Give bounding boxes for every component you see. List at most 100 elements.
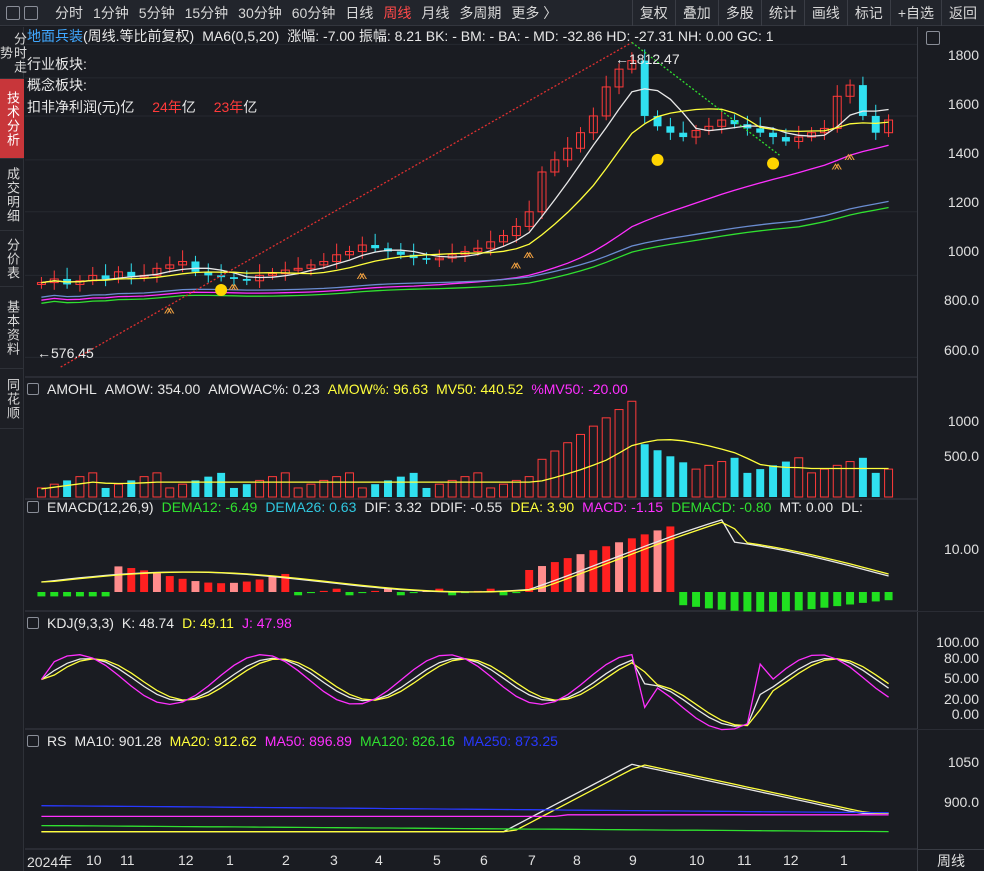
settings-icon[interactable]: [926, 31, 940, 45]
tab-9[interactable]: 多周期: [459, 5, 502, 21]
amo-bar-up: [473, 472, 483, 498]
tab-5[interactable]: 60分钟: [291, 5, 336, 21]
candle-down: [769, 132, 778, 138]
sidebar-item-3[interactable]: 分价表: [0, 231, 24, 287]
amo-y-tick: 500.0: [943, 448, 979, 464]
candle-down: [730, 120, 739, 125]
macd-bar: [486, 588, 495, 592]
candle-up: [627, 60, 637, 70]
ma120-line: [41, 200, 889, 298]
candle-up: [807, 132, 817, 138]
macd-bar: [550, 562, 559, 592]
tab-1[interactable]: 1分钟: [93, 5, 129, 21]
amo-bar-up: [807, 472, 817, 498]
panel-toggle-icon[interactable]: [27, 501, 39, 513]
sidebar-item-1[interactable]: 技术分析: [0, 79, 24, 159]
layout-icon[interactable]: [24, 6, 38, 20]
candle-up: [588, 115, 598, 134]
x-axis-label: 2024年: [27, 854, 73, 870]
amo-bar-up: [819, 468, 829, 498]
x-axis-label: 9: [629, 852, 637, 868]
minimize-icon[interactable]: [6, 6, 20, 20]
macd-legend: EMACD(12,26,9) DEMA12: -6.49 DEMA26: 0.6…: [27, 498, 863, 516]
toolbar-button-2[interactable]: 多股: [717, 0, 761, 26]
amow-value: AMOW: 354.00: [104, 381, 201, 397]
main-y-tick: 1400: [947, 145, 979, 161]
amo-bar-up: [344, 472, 354, 498]
macd-bar: [281, 573, 290, 592]
tab-4[interactable]: 30分钟: [238, 5, 282, 21]
toolbar-button-6[interactable]: +自选: [889, 0, 941, 26]
amo-bar-up: [601, 417, 611, 498]
toolbar-button-1[interactable]: 叠加: [674, 0, 718, 26]
rs-y-tick: 900.0: [943, 794, 979, 810]
macd-bar: [101, 592, 110, 597]
x-axis-label: 11: [737, 852, 752, 868]
tab-10[interactable]: 更多 〉: [511, 5, 558, 21]
tab-2[interactable]: 5分钟: [138, 5, 175, 21]
signal-marker: ⩕: [510, 256, 521, 272]
amo-bar-up: [486, 487, 496, 498]
toolbar-button-0[interactable]: 复权: [631, 0, 675, 26]
ma-indicator-label[interactable]: MA6(0,5,20): [202, 28, 280, 44]
amo-bar-up: [460, 476, 470, 498]
tab-7[interactable]: 周线: [383, 5, 412, 21]
kdj-d-line: [41, 658, 889, 727]
macd-name[interactable]: EMACD(12,26,9): [47, 499, 154, 515]
candle-up: [267, 273, 277, 276]
candle-down: [396, 251, 405, 255]
amo-bar-up: [627, 400, 637, 498]
toolbar-button-7[interactable]: 返回: [941, 0, 984, 26]
rs-y-axis: [917, 730, 984, 849]
candle-up: [832, 95, 842, 129]
stock-name[interactable]: 地面兵装: [27, 28, 83, 44]
x-axis-label: 4: [375, 852, 383, 868]
candle-up: [601, 86, 611, 117]
ma10-value: MA10: 901.28: [74, 733, 162, 749]
sidebar-item-2[interactable]: 成交明细: [0, 159, 24, 231]
amo-bar-down: [743, 472, 752, 497]
tab-8[interactable]: 月线: [421, 5, 450, 21]
candle-up: [794, 136, 804, 142]
tab-3[interactable]: 15分钟: [184, 5, 229, 21]
amo-y-tick: 1000: [947, 413, 979, 429]
period-indicator[interactable]: 周线: [917, 849, 984, 871]
tab-6[interactable]: 日线: [345, 5, 374, 21]
tab-0[interactable]: 分时: [55, 5, 83, 21]
amo-bar-down: [204, 476, 213, 497]
window-icons: [6, 6, 38, 20]
ma120-value: MA120: 826.16: [359, 733, 455, 749]
amo-name[interactable]: AMOHL: [47, 381, 97, 397]
j-value: J: 47.98: [241, 615, 292, 631]
rs-name[interactable]: RS: [47, 733, 67, 749]
panel-toggle-icon[interactable]: [27, 383, 39, 395]
toolbar-button-5[interactable]: 标记: [846, 0, 890, 26]
candle-down: [229, 277, 238, 279]
x-axis-label: 12: [178, 852, 194, 868]
dema26-value: DEMA26: 0.63: [265, 499, 357, 515]
sidebar-item-5[interactable]: 同花顺: [0, 369, 24, 429]
toolbar-actions: 复权 叠加 多股 统计 画线 标记 +自选 返回: [631, 0, 984, 26]
toolbar-button-4[interactable]: 画线: [803, 0, 847, 26]
kdj-name[interactable]: KDJ(9,3,3): [47, 615, 114, 631]
macd-bar: [884, 592, 893, 601]
candle-down: [679, 132, 688, 138]
profit-24-unit: 亿: [181, 99, 196, 115]
main-y-axis: [917, 27, 984, 377]
macd-bar: [178, 578, 187, 592]
macd-bar: [640, 534, 649, 592]
toolbar-button-3[interactable]: 统计: [760, 0, 804, 26]
chart-canvas[interactable]: ⩕⩕⩕⩕⩕⩕⩕: [25, 27, 984, 871]
dea-value: DEA: 3.90: [510, 499, 575, 515]
signal-marker: ⩕: [356, 267, 367, 283]
panel-toggle-icon[interactable]: [27, 617, 39, 629]
panel-toggle-icon[interactable]: [27, 735, 39, 747]
candle-up: [550, 159, 560, 173]
left-sidebar: 分时走势 技术分析 成交明细 分价表 基本资料 同花顺: [0, 27, 27, 871]
signal-marker: ⩕: [844, 148, 855, 164]
sidebar-item-4[interactable]: 基本资料: [0, 287, 24, 369]
dl-value: DL:: [841, 499, 863, 515]
amo-bar-up: [537, 458, 547, 498]
sidebar-item-0[interactable]: 分时走势: [0, 27, 27, 79]
macd-bar: [858, 592, 867, 603]
